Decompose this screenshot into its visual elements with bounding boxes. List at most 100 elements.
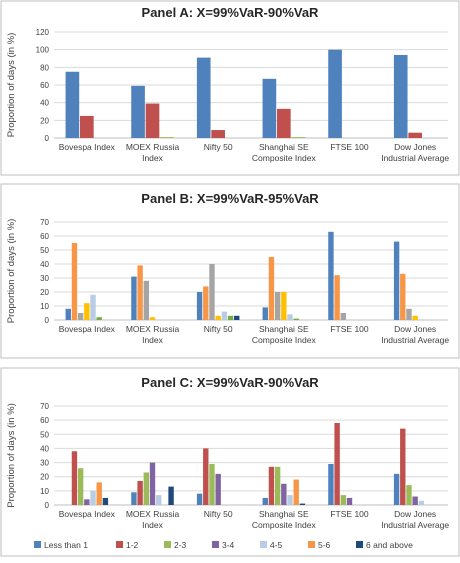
legend-label: Less than 1 xyxy=(44,540,88,550)
bar xyxy=(84,499,90,505)
category-label: MOEX Russia xyxy=(126,509,180,519)
bar xyxy=(145,103,160,138)
y-tick-label: 60 xyxy=(40,81,49,90)
y-tick-label: 10 xyxy=(40,302,49,311)
y-tick-label: 70 xyxy=(40,218,49,227)
y-axis-label: Proportion of days (in %) xyxy=(6,403,17,508)
bar xyxy=(334,275,340,320)
bar xyxy=(406,308,412,320)
bar xyxy=(71,243,78,320)
bar xyxy=(328,463,334,505)
panel-frame xyxy=(0,183,460,359)
bar xyxy=(393,241,400,320)
y-tick-label: 70 xyxy=(40,402,49,411)
bar xyxy=(102,497,109,505)
bar xyxy=(168,486,174,505)
category-label: Index xyxy=(142,153,164,163)
bar xyxy=(340,313,347,320)
bar xyxy=(209,264,215,320)
y-tick-label: 40 xyxy=(40,444,49,453)
y-axis-label: Proportion of days (in %) xyxy=(6,219,17,324)
legend-swatch xyxy=(34,541,41,548)
bar xyxy=(268,257,275,320)
panel-title: Panel C: X=99%VaR-90%VaR xyxy=(141,375,319,390)
category-label: Dow Jones xyxy=(394,142,436,152)
bar xyxy=(131,85,145,138)
bar xyxy=(131,492,137,505)
bar xyxy=(203,286,209,320)
y-tick-label: 50 xyxy=(40,246,49,255)
bar xyxy=(293,318,299,320)
bar xyxy=(346,497,353,505)
bar xyxy=(293,479,299,505)
category-label: Shanghai SE xyxy=(259,142,309,152)
y-tick-label: 30 xyxy=(40,274,49,283)
bar xyxy=(143,280,150,320)
y-tick-label: 40 xyxy=(40,99,49,108)
legend-label: 2-3 xyxy=(174,540,187,550)
bar xyxy=(299,503,306,505)
bar xyxy=(418,500,425,505)
bar xyxy=(340,495,347,505)
category-label: Index xyxy=(142,520,164,530)
bar xyxy=(234,315,240,320)
category-label: Industrial Average xyxy=(381,520,449,530)
category-label: Bovespa Index xyxy=(59,324,116,334)
y-tick-label: 10 xyxy=(40,487,49,496)
category-label: Bovespa Index xyxy=(59,509,116,519)
y-tick-label: 50 xyxy=(40,430,49,439)
bar xyxy=(77,468,84,505)
y-tick-label: 30 xyxy=(40,459,49,468)
bar xyxy=(215,473,221,505)
bar xyxy=(196,493,203,505)
bar xyxy=(334,422,340,505)
legend-label: 1-2 xyxy=(126,540,139,550)
bar xyxy=(291,137,306,138)
panel-3: Panel C: X=99%VaR-90%VaR 0 10 20 30 40 50 60 70 P… xyxy=(0,367,460,557)
bar xyxy=(77,313,84,320)
legend-swatch xyxy=(116,541,123,548)
legend-swatch xyxy=(356,541,363,548)
legend-swatch xyxy=(308,541,315,548)
bar xyxy=(277,108,291,138)
legend-label: 5-6 xyxy=(318,540,331,550)
bar xyxy=(203,448,209,505)
bar xyxy=(393,54,408,138)
category-label: Shanghai SE xyxy=(259,324,309,334)
bar xyxy=(215,315,221,320)
bar xyxy=(400,428,406,505)
y-tick-label: 20 xyxy=(40,473,49,482)
y-tick-label: 100 xyxy=(36,46,50,55)
category-label: Nifty 50 xyxy=(204,324,233,334)
y-tick-label: 0 xyxy=(45,134,50,143)
bar xyxy=(268,466,275,505)
bar xyxy=(149,317,156,320)
category-label: Industrial Average xyxy=(381,153,449,163)
bar xyxy=(65,308,71,320)
y-tick-label: 60 xyxy=(40,232,49,241)
bar xyxy=(287,314,293,320)
bar xyxy=(71,451,78,505)
y-tick-label: 0 xyxy=(45,316,50,325)
bar xyxy=(196,57,211,138)
legend-swatch xyxy=(212,541,219,548)
panel-1: Panel A: X=99%VaR-90%VaR 0 20 40 60 80 100 120 P… xyxy=(0,0,460,176)
bar xyxy=(227,315,234,320)
bar xyxy=(155,495,162,505)
category-label: Industrial Average xyxy=(381,335,449,345)
bar xyxy=(262,497,268,505)
panel-frame xyxy=(0,367,460,557)
category-label: Dow Jones xyxy=(394,324,436,334)
y-tick-label: 20 xyxy=(40,288,49,297)
bar xyxy=(287,495,293,505)
bar xyxy=(406,485,412,505)
bar xyxy=(160,137,174,138)
panel-title: Panel A: X=99%VaR-90%VaR xyxy=(142,5,320,20)
category-label: Nifty 50 xyxy=(204,509,233,519)
bar xyxy=(328,49,342,138)
y-tick-label: 40 xyxy=(40,260,49,269)
category-label: MOEX Russia xyxy=(126,324,180,334)
bar xyxy=(211,130,225,138)
